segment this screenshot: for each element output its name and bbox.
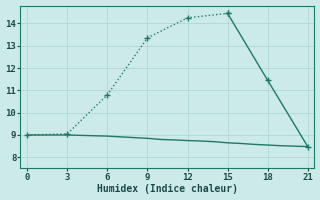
X-axis label: Humidex (Indice chaleur): Humidex (Indice chaleur)	[97, 184, 238, 194]
